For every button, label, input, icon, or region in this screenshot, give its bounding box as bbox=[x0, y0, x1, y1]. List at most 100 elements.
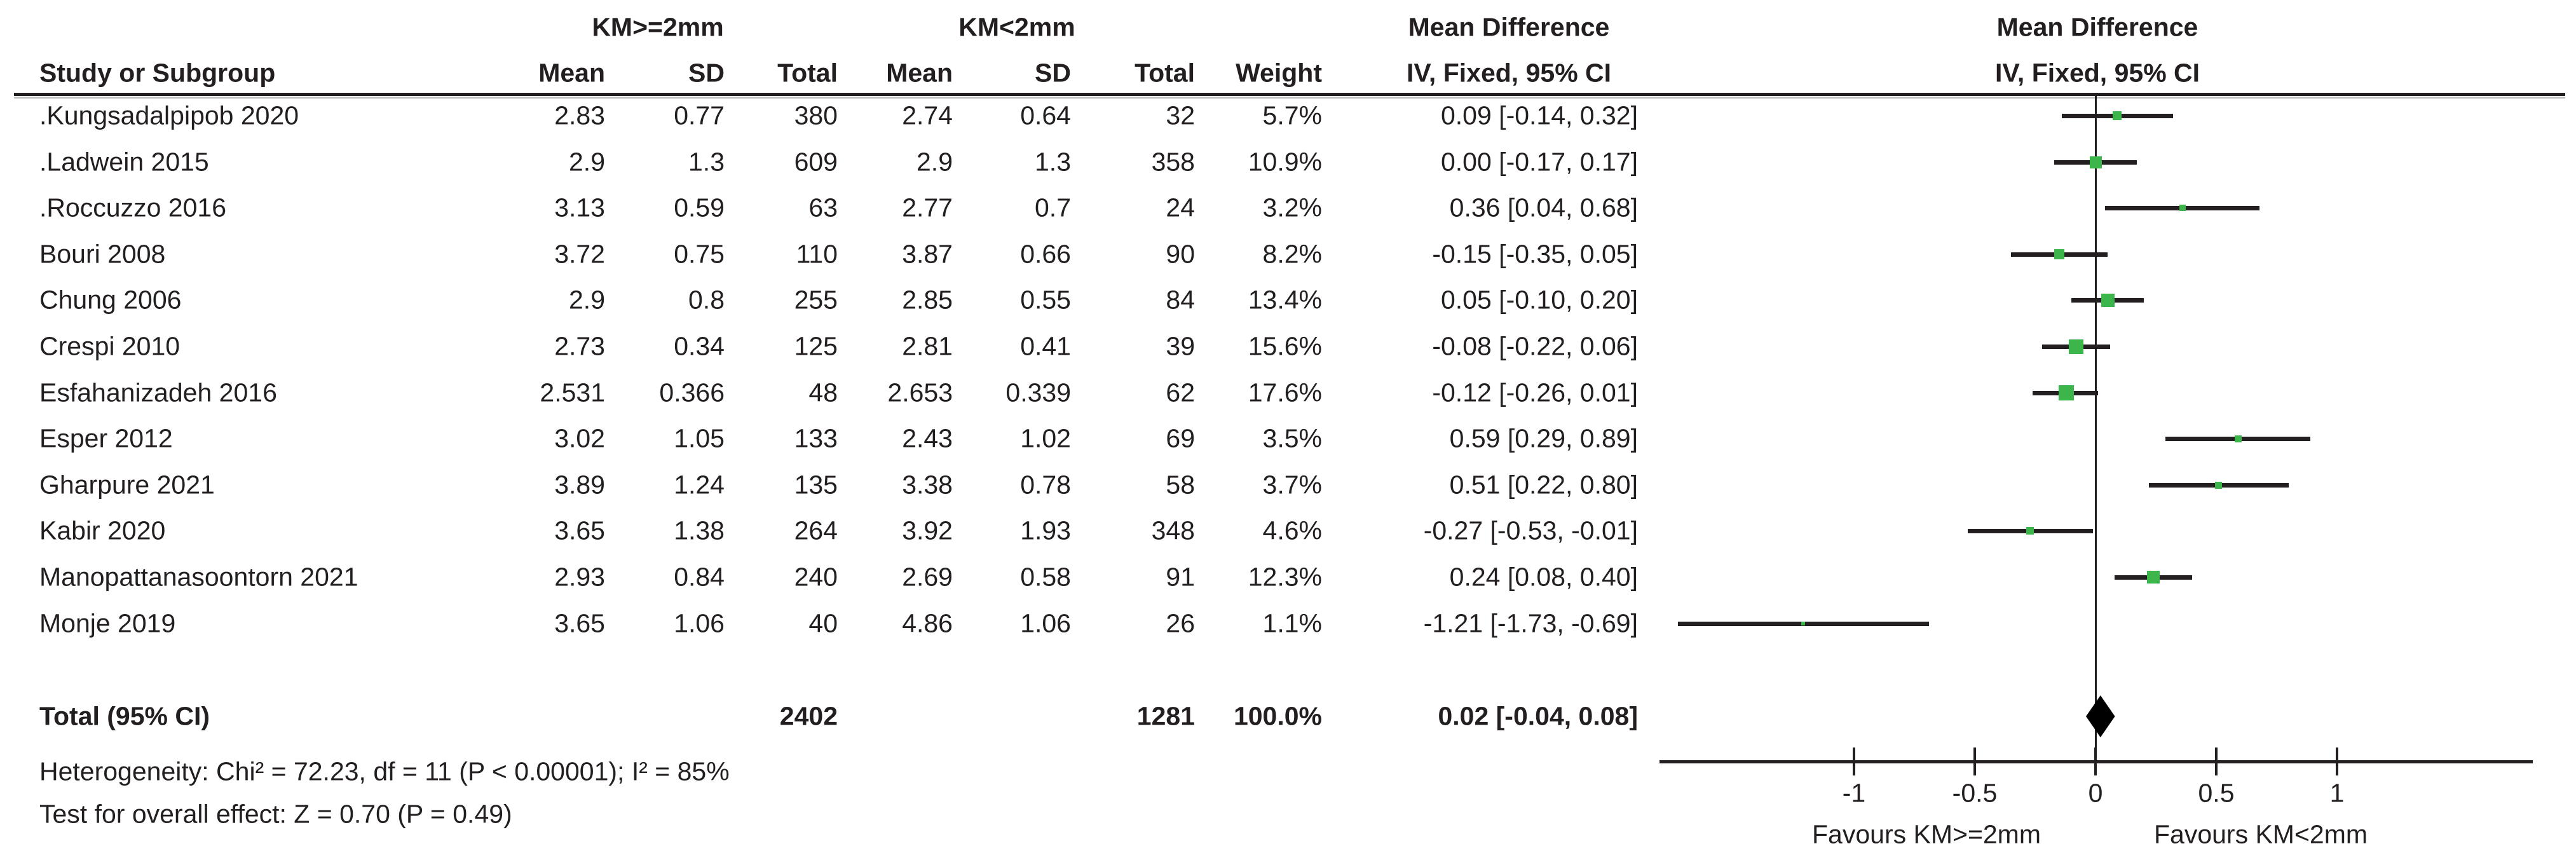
cell-sd2: 0.41 bbox=[1020, 331, 1071, 361]
iv-table-subheader: IV, Fixed, 95% CI bbox=[1406, 58, 1612, 88]
cell-sd1: 0.59 bbox=[674, 193, 725, 222]
cell-sd1: 1.3 bbox=[688, 147, 725, 177]
cell-ci_text: 0.36 [0.04, 0.68] bbox=[1449, 193, 1638, 222]
cell-ci_text: 0.51 [0.22, 0.80] bbox=[1449, 470, 1638, 500]
cell-mean2: 2.77 bbox=[902, 193, 953, 222]
cell-sd1: 1.06 bbox=[674, 608, 725, 638]
cell-weight: 13.4% bbox=[1248, 285, 1322, 315]
cell-ci_text: 0.24 [0.08, 0.40] bbox=[1449, 562, 1638, 592]
cell-total2: 91 bbox=[1166, 562, 1195, 592]
cell-mean2: 3.92 bbox=[902, 515, 953, 545]
cell-sd2: 0.7 bbox=[1035, 193, 1071, 222]
cell-total2: 84 bbox=[1166, 285, 1195, 315]
group1-total-header: Total bbox=[777, 58, 838, 88]
cell-weight: 3.2% bbox=[1262, 193, 1322, 222]
cell-total2: 24 bbox=[1166, 193, 1195, 222]
cell-mean2: 2.85 bbox=[902, 285, 953, 315]
cell-sd2: 1.02 bbox=[1020, 423, 1071, 453]
effect-square bbox=[1801, 622, 1805, 625]
weight-header: Weight bbox=[1236, 58, 1322, 88]
zero-reference-line bbox=[2095, 96, 2097, 761]
cell-total1: 63 bbox=[808, 193, 838, 222]
cell-weight: 5.7% bbox=[1262, 100, 1322, 130]
cell-total2: 62 bbox=[1166, 378, 1195, 407]
md-table-title: Mean Difference bbox=[1408, 12, 1610, 42]
study-name: Esper 2012 bbox=[39, 423, 173, 453]
cell-weight: 3.7% bbox=[1262, 470, 1322, 500]
cell-sd1: 1.24 bbox=[674, 470, 725, 500]
study-name: .Kungsadalpipob 2020 bbox=[39, 100, 299, 130]
cell-ci_text: 0.59 [0.29, 0.89] bbox=[1449, 423, 1638, 453]
axis-tick-label: 1 bbox=[2329, 778, 2345, 808]
group2-mean-header: Mean bbox=[886, 58, 953, 88]
overall-effect-text: Test for overall effect: Z = 0.70 (P = 0… bbox=[39, 799, 512, 829]
study-name: Crespi 2010 bbox=[39, 331, 181, 361]
effect-square bbox=[2069, 339, 2083, 354]
cell-mean1: 2.73 bbox=[554, 331, 605, 361]
cell-weight: 8.2% bbox=[1262, 239, 1322, 269]
study-name: Kabir 2020 bbox=[39, 515, 166, 545]
cell-ci_text: 0.00 [-0.17, 0.17] bbox=[1440, 147, 1638, 177]
cell-mean2: 2.81 bbox=[902, 331, 953, 361]
cell-total1: 135 bbox=[794, 470, 838, 500]
study-name: Bouri 2008 bbox=[39, 239, 166, 269]
study-name: .Ladwein 2015 bbox=[39, 147, 209, 177]
total-group1-n: 2402 bbox=[779, 701, 838, 731]
cell-ci_text: -0.08 [-0.22, 0.06] bbox=[1432, 331, 1638, 361]
cell-mean1: 3.65 bbox=[554, 515, 605, 545]
axis-tick-label: -1 bbox=[1842, 778, 1866, 808]
cell-sd2: 0.78 bbox=[1020, 470, 1071, 500]
cell-sd2: 0.55 bbox=[1020, 285, 1071, 315]
pooled-diamond-shape bbox=[2085, 695, 2115, 737]
cell-mean2: 2.69 bbox=[902, 562, 953, 592]
cell-mean1: 2.9 bbox=[569, 147, 605, 177]
study-name: .Roccuzzo 2016 bbox=[39, 193, 227, 222]
study-name: Manopattanasoontorn 2021 bbox=[39, 562, 358, 592]
cell-mean1: 3.13 bbox=[554, 193, 605, 222]
cell-ci_text: -1.21 [-1.73, -0.69] bbox=[1423, 608, 1638, 638]
cell-total1: 125 bbox=[794, 331, 838, 361]
cell-sd1: 1.38 bbox=[674, 515, 725, 545]
cell-sd2: 1.06 bbox=[1020, 608, 1071, 638]
cell-total2: 348 bbox=[1151, 515, 1195, 545]
cell-mean2: 2.9 bbox=[917, 147, 953, 177]
effect-square bbox=[2215, 482, 2222, 489]
cell-ci_text: 0.05 [-0.10, 0.20] bbox=[1440, 285, 1638, 315]
cell-total2: 358 bbox=[1151, 147, 1195, 177]
effect-square bbox=[2026, 527, 2034, 535]
cell-total1: 609 bbox=[794, 147, 838, 177]
cell-sd1: 0.75 bbox=[674, 239, 725, 269]
cell-sd1: 0.34 bbox=[674, 331, 725, 361]
total-weight: 100.0% bbox=[1233, 701, 1322, 731]
cell-ci_text: -0.27 [-0.53, -0.01] bbox=[1423, 515, 1638, 545]
cell-total1: 133 bbox=[794, 423, 838, 453]
cell-ci_text: -0.12 [-0.26, 0.01] bbox=[1432, 378, 1638, 407]
x-axis-line bbox=[1659, 760, 2533, 763]
group2-header: KM<2mm bbox=[958, 12, 1075, 42]
cell-sd2: 0.66 bbox=[1020, 239, 1071, 269]
cell-weight: 4.6% bbox=[1262, 515, 1322, 545]
cell-weight: 1.1% bbox=[1262, 608, 1322, 638]
md-plot-title: Mean Difference bbox=[1996, 12, 2198, 42]
cell-sd1: 0.77 bbox=[674, 100, 725, 130]
cell-total1: 255 bbox=[794, 285, 838, 315]
study-name: Chung 2006 bbox=[39, 285, 182, 315]
cell-total2: 32 bbox=[1166, 100, 1195, 130]
cell-weight: 3.5% bbox=[1262, 423, 1322, 453]
cell-mean1: 3.89 bbox=[554, 470, 605, 500]
cell-mean2: 2.43 bbox=[902, 423, 953, 453]
cell-total1: 264 bbox=[794, 515, 838, 545]
effect-square bbox=[2059, 385, 2074, 400]
effect-square bbox=[2101, 294, 2115, 307]
cell-weight: 10.9% bbox=[1248, 147, 1322, 177]
cell-ci_text: 0.09 [-0.14, 0.32] bbox=[1440, 100, 1638, 130]
cell-total1: 380 bbox=[794, 100, 838, 130]
cell-mean2: 2.653 bbox=[887, 378, 953, 407]
cell-mean1: 2.531 bbox=[540, 378, 605, 407]
axis-tick-label: 0 bbox=[2088, 778, 2103, 808]
cell-total2: 39 bbox=[1166, 331, 1195, 361]
effect-square bbox=[2090, 156, 2102, 168]
group2-sd-header: SD bbox=[1035, 58, 1071, 88]
effect-square bbox=[2235, 435, 2242, 442]
